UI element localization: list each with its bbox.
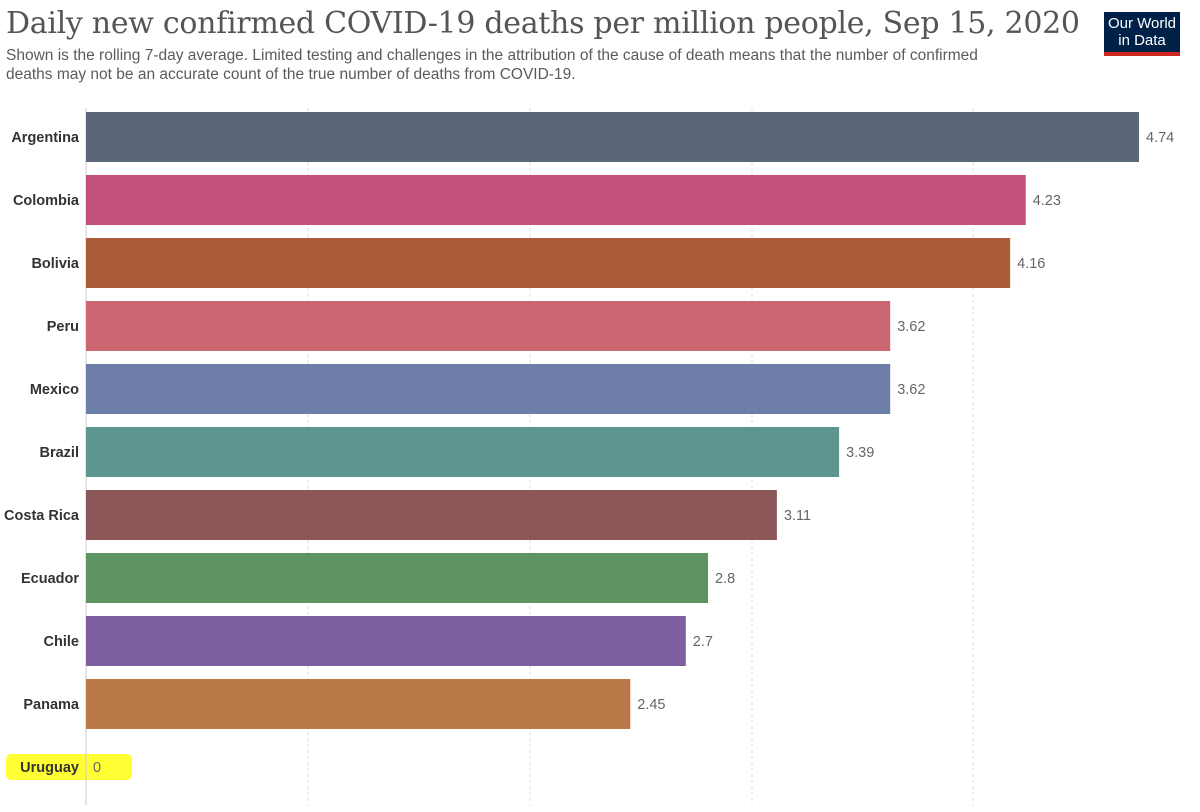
value-label-peru: 3.62 [897,319,925,335]
value-label-mexico: 3.62 [897,382,925,398]
bar-costa-rica [86,490,777,540]
category-label-panama: Panama [23,697,80,713]
bar-peru [86,301,891,351]
bar-bolivia [86,238,1011,288]
value-label-colombia: 4.23 [1033,193,1061,209]
bar-ecuador [86,553,709,603]
value-label-uruguay: 0 [93,760,101,776]
value-label-ecuador: 2.8 [715,571,735,587]
highlight-marker [6,754,132,780]
bar-argentina [86,112,1139,162]
logo-line-1: Our World [1107,15,1177,32]
value-label-brazil: 3.39 [846,445,874,461]
category-label-uruguay: Uruguay [20,760,79,776]
chart-title: Daily new confirmed COVID-19 deaths per … [6,6,1080,41]
value-label-argentina: 4.74 [1146,130,1174,146]
category-label-argentina: Argentina [11,130,80,146]
chart-subtitle: Shown is the rolling 7-day average. Limi… [6,47,978,83]
value-label-panama: 2.45 [637,697,665,713]
owid-logo[interactable]: Our World in Data [1104,12,1180,56]
value-label-bolivia: 4.16 [1017,256,1045,272]
logo-line-2: in Data [1118,32,1166,49]
bar-mexico [86,364,891,414]
value-label-chile: 2.7 [693,634,713,650]
category-label-brazil: Brazil [40,445,80,461]
bar-colombia [86,175,1026,225]
category-label-chile: Chile [44,634,79,650]
category-label-mexico: Mexico [30,382,79,398]
category-label-ecuador: Ecuador [21,571,79,587]
bar-chile [86,616,686,666]
bar-brazil [86,427,840,477]
category-label-peru: Peru [47,319,79,335]
category-label-bolivia: Bolivia [31,256,79,272]
category-label-costa-rica: Costa Rica [4,508,80,524]
value-label-costa-rica: 3.11 [784,508,811,524]
bar-panama [86,679,631,729]
category-label-colombia: Colombia [13,193,80,209]
